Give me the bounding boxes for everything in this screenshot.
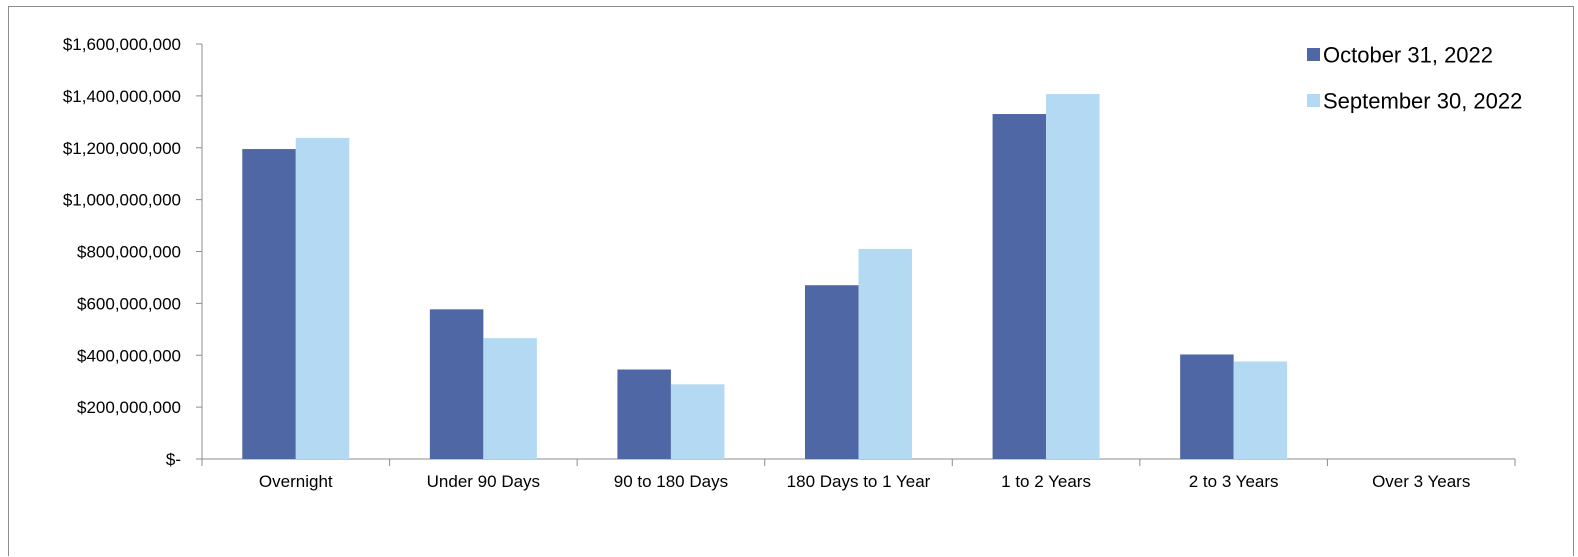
y-tick-label: $- (166, 450, 181, 469)
bar-october (1180, 354, 1234, 459)
x-category-label: Overnight (259, 472, 333, 491)
legend: October 31, 2022 September 30, 2022 (1307, 43, 1522, 114)
y-tick-label: $200,000,000 (77, 398, 181, 417)
x-category-label: Over 3 Years (1372, 472, 1470, 491)
bar-october (805, 285, 859, 459)
y-tick-label: $1,200,000,000 (63, 139, 181, 158)
y-tick-label: $1,400,000,000 (63, 87, 181, 106)
x-category-label: 180 Days to 1 Year (787, 472, 931, 491)
legend-swatch (1307, 48, 1320, 61)
bar-september (1233, 361, 1288, 459)
chart-area: $- $200,000,000 $400,000,000 $600,000,000 $8… (8, 6, 1574, 556)
y-tick-label: $1,000,000,000 (63, 191, 181, 210)
bar-october (617, 369, 671, 459)
bar-september (858, 248, 912, 459)
x-axis: Overnight Under 90 Days 90 to 180 Days 180 … (201, 458, 1516, 491)
bar-september (1046, 94, 1100, 459)
bar-october (992, 114, 1047, 459)
bar-september (483, 338, 537, 459)
bar-october (242, 149, 296, 459)
bar-chart: $- $200,000,000 $400,000,000 $600,000,000 $8… (63, 35, 1523, 491)
y-tick-label: $1,600,000,000 (63, 35, 181, 54)
bar-september (295, 137, 350, 460)
x-category-label: 90 to 180 Days (614, 472, 728, 491)
x-category-label: 1 to 2 Years (1001, 472, 1091, 491)
bars (242, 94, 1288, 460)
y-axis: $- $200,000,000 $400,000,000 $600,000,000 $8… (63, 35, 203, 469)
bar-september (670, 384, 725, 459)
legend-label: October 31, 2022 (1323, 43, 1493, 68)
y-tick-label: $800,000,000 (77, 243, 181, 262)
x-category-label: Under 90 Days (427, 472, 540, 491)
y-tick-label: $600,000,000 (77, 294, 181, 313)
y-tick-label: $400,000,000 (77, 346, 181, 365)
x-category-label: 2 to 3 Years (1189, 472, 1279, 491)
legend-swatch (1307, 94, 1320, 107)
legend-label: September 30, 2022 (1323, 89, 1522, 114)
bar-october (429, 309, 484, 459)
